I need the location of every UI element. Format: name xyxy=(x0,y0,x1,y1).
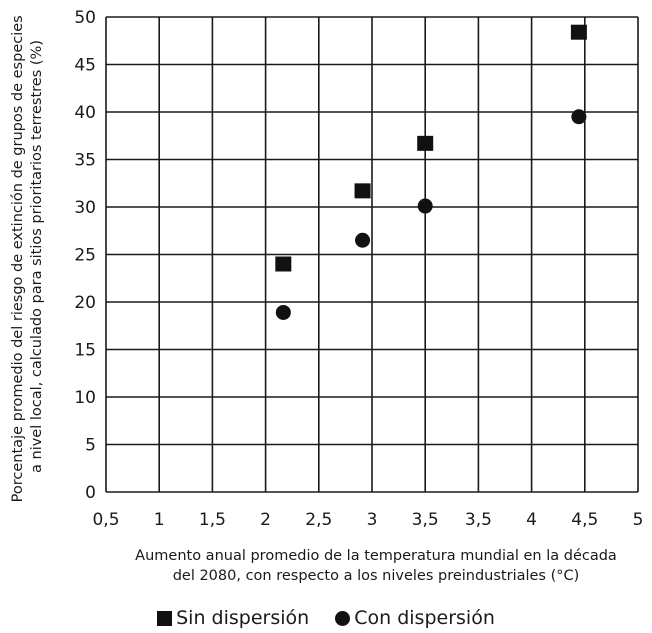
x-axis-label-line-1: Aumento anual promedio de la temperatura… xyxy=(135,548,617,564)
point-sin-dispersion xyxy=(354,183,371,199)
y-tick-label: 20 xyxy=(74,293,96,313)
legend-label-sin-dispersion: Sin dispersión xyxy=(176,607,310,629)
point-sin-dispersion xyxy=(275,256,292,272)
x-tick-label: 5 xyxy=(633,510,644,530)
x-tick-label: 4,5 xyxy=(571,510,598,530)
x-tick-label: 3 xyxy=(367,510,378,530)
point-sin-dispersion xyxy=(570,24,587,40)
y-tick-label: 15 xyxy=(74,341,96,361)
y-axis-ticks: 0 5 10 15 20 25 30 35 40 45 50 xyxy=(74,8,96,503)
y-tick-label: 0 xyxy=(85,483,96,503)
y-tick-label: 40 xyxy=(74,103,96,123)
x-tick-label: 0,5 xyxy=(92,510,119,530)
y-axis-label-line-2: a nivel local, calculado para sitios pri… xyxy=(29,40,45,473)
grid-lines xyxy=(105,16,639,493)
x-axis-label: Aumento anual promedio de la temperatura… xyxy=(100,546,652,586)
y-tick-label: 10 xyxy=(74,388,96,408)
x-tick-label: 3,5 xyxy=(465,510,492,530)
legend-item-sin-dispersion: Sin dispersión xyxy=(157,606,309,630)
point-con-dispersion xyxy=(417,198,433,214)
y-tick-label: 50 xyxy=(74,8,96,28)
legend-item-con-dispersion: Con dispersión xyxy=(335,606,495,630)
circle-marker-icon xyxy=(335,610,351,626)
y-tick-label: 25 xyxy=(74,246,96,266)
x-tick-label: 1 xyxy=(154,510,165,530)
y-tick-label: 5 xyxy=(85,436,96,456)
point-con-dispersion xyxy=(355,232,371,248)
point-con-dispersion xyxy=(275,304,291,320)
x-tick-label: 3,5 xyxy=(412,510,439,530)
x-tick-label: 4 xyxy=(526,510,537,530)
legend-label-con-dispersion: Con dispersión xyxy=(354,607,495,629)
x-tick-label: 1,5 xyxy=(199,510,226,530)
x-tick-label: 2 xyxy=(260,510,271,530)
x-tick-label: 2,5 xyxy=(305,510,332,530)
data-points xyxy=(275,24,587,320)
x-axis-label-line-2: del 2080, con respecto a los niveles pre… xyxy=(172,568,580,584)
x-axis-ticks: 0,5 1 1,5 2 2,5 3 3,5 3,5 4 4,5 5 xyxy=(92,510,643,530)
y-axis-label-line-1: Porcentaje promedio del riesgo de extinc… xyxy=(10,15,26,502)
y-tick-label: 45 xyxy=(74,56,96,76)
square-marker-icon xyxy=(157,610,173,626)
point-sin-dispersion xyxy=(417,135,434,151)
y-tick-label: 35 xyxy=(74,151,96,171)
y-axis-label: Porcentaje promedio del riesgo de extinc… xyxy=(10,11,45,503)
legend: Sin dispersión Con dispersión xyxy=(0,606,652,632)
y-tick-label: 30 xyxy=(74,198,96,218)
point-con-dispersion xyxy=(571,109,587,125)
